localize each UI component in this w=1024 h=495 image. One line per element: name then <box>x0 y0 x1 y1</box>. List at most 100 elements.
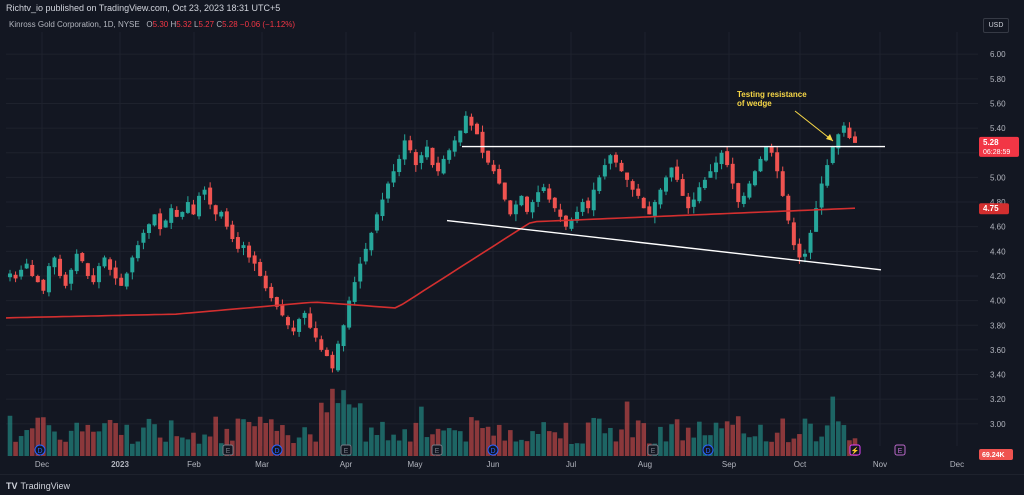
ma-value: 4.75 <box>983 204 999 213</box>
volume-bar <box>268 419 274 456</box>
candle-body <box>619 162 624 172</box>
annotation-line-1: Testing resistance <box>737 90 807 99</box>
volume-bar <box>319 402 324 456</box>
symbol-legend: Kinross Gold Corporation, 1D, NYSE O5.30… <box>9 20 295 29</box>
volume-bar <box>735 416 741 456</box>
x-tick-label: Jun <box>487 460 500 469</box>
volume-bar <box>435 428 441 456</box>
volume-bar <box>524 441 530 456</box>
candle-body <box>163 220 168 228</box>
volume-bar <box>135 441 141 456</box>
volume-bar <box>519 439 524 456</box>
annotation: Testing resistance of wedge <box>737 90 834 142</box>
candle-body <box>752 171 757 186</box>
volume-bar <box>213 416 218 456</box>
candle-body <box>714 162 719 173</box>
volume-bar <box>79 431 85 456</box>
earnings-marker: E <box>431 444 443 456</box>
volume-bar <box>530 431 535 456</box>
candle-body <box>324 349 329 357</box>
candle-body <box>274 297 279 307</box>
candle-body <box>335 343 340 371</box>
candle-body <box>463 115 468 134</box>
candle-body <box>102 257 107 267</box>
y-tick-label: 3.00 <box>990 420 1006 429</box>
dividend-icon <box>271 444 283 456</box>
close-value: 5.28 <box>222 20 238 29</box>
moving-average-line <box>5 207 856 319</box>
candle-body <box>669 167 674 178</box>
candle-body <box>319 339 324 350</box>
candle-body <box>825 165 830 186</box>
volume-bar <box>141 427 146 456</box>
volume-bar <box>713 422 719 456</box>
earnings-icon <box>647 444 659 456</box>
candle-body <box>747 183 752 198</box>
candle-body <box>235 237 240 249</box>
candle-body <box>13 274 18 279</box>
volume-bar <box>841 425 847 456</box>
candle-body <box>180 211 185 217</box>
volume-bar <box>374 435 380 456</box>
x-tick-label: Feb <box>187 460 201 469</box>
x-tick-label: Nov <box>873 460 887 469</box>
x-tick-label: May <box>407 460 422 469</box>
dividend-marker: D <box>271 444 283 456</box>
last-price-badge <box>979 136 1019 157</box>
volume-bar <box>424 437 430 456</box>
dividend-icon <box>702 444 714 456</box>
candle-body <box>436 162 441 172</box>
volume-bar <box>641 423 647 456</box>
volume-bar <box>185 439 191 456</box>
volume-bar <box>257 416 263 456</box>
volume-bar <box>413 422 419 456</box>
candle-body <box>402 140 407 160</box>
candle-body <box>758 158 763 172</box>
volume-bar <box>357 403 363 456</box>
volume-bar <box>669 424 674 456</box>
earnings-marker: E <box>894 444 906 456</box>
tradingview-logo[interactable]: TV TradingView <box>6 481 70 491</box>
volume-bar <box>274 430 280 456</box>
x-tick-label: Oct <box>794 460 807 469</box>
candle-body <box>96 266 101 283</box>
candle-body <box>291 327 296 332</box>
candle-body <box>447 150 452 160</box>
y-tick-label: 4.20 <box>990 272 1006 281</box>
dividend-marker: D <box>702 444 714 456</box>
volume-bar <box>369 427 374 456</box>
candle-body <box>691 199 696 207</box>
volume-bar <box>730 424 735 456</box>
event-letter: E <box>651 448 656 455</box>
volume-bar <box>635 420 641 456</box>
candle-body <box>658 189 663 205</box>
candle-body <box>513 204 518 215</box>
candle-body <box>853 136 857 143</box>
volume-bar <box>68 430 74 456</box>
candle-body <box>641 197 646 209</box>
y-tick-label: 3.80 <box>990 321 1006 330</box>
x-tick-label: Sep <box>722 460 737 469</box>
earnings-icon <box>340 444 352 456</box>
candle-body <box>519 195 524 206</box>
volume-bar <box>407 441 413 456</box>
dividend-icon <box>487 444 499 456</box>
volume-bar <box>46 425 52 456</box>
candle-body <box>397 158 402 173</box>
candle-body <box>458 130 463 143</box>
candle-body <box>725 151 730 166</box>
volume-bar <box>769 441 774 456</box>
candle-body <box>391 171 396 183</box>
volume-bar <box>107 419 113 456</box>
volume-bar <box>452 430 458 456</box>
candle-body <box>802 253 807 257</box>
candle-body <box>308 313 313 328</box>
candle-body <box>636 188 641 196</box>
volume-bar <box>785 442 791 456</box>
brand-name: TradingView <box>20 481 71 491</box>
currency-button[interactable]: USD <box>983 18 1009 33</box>
earnings-icon <box>222 444 234 456</box>
volume-bar <box>685 427 691 456</box>
volume-bar <box>558 438 563 456</box>
